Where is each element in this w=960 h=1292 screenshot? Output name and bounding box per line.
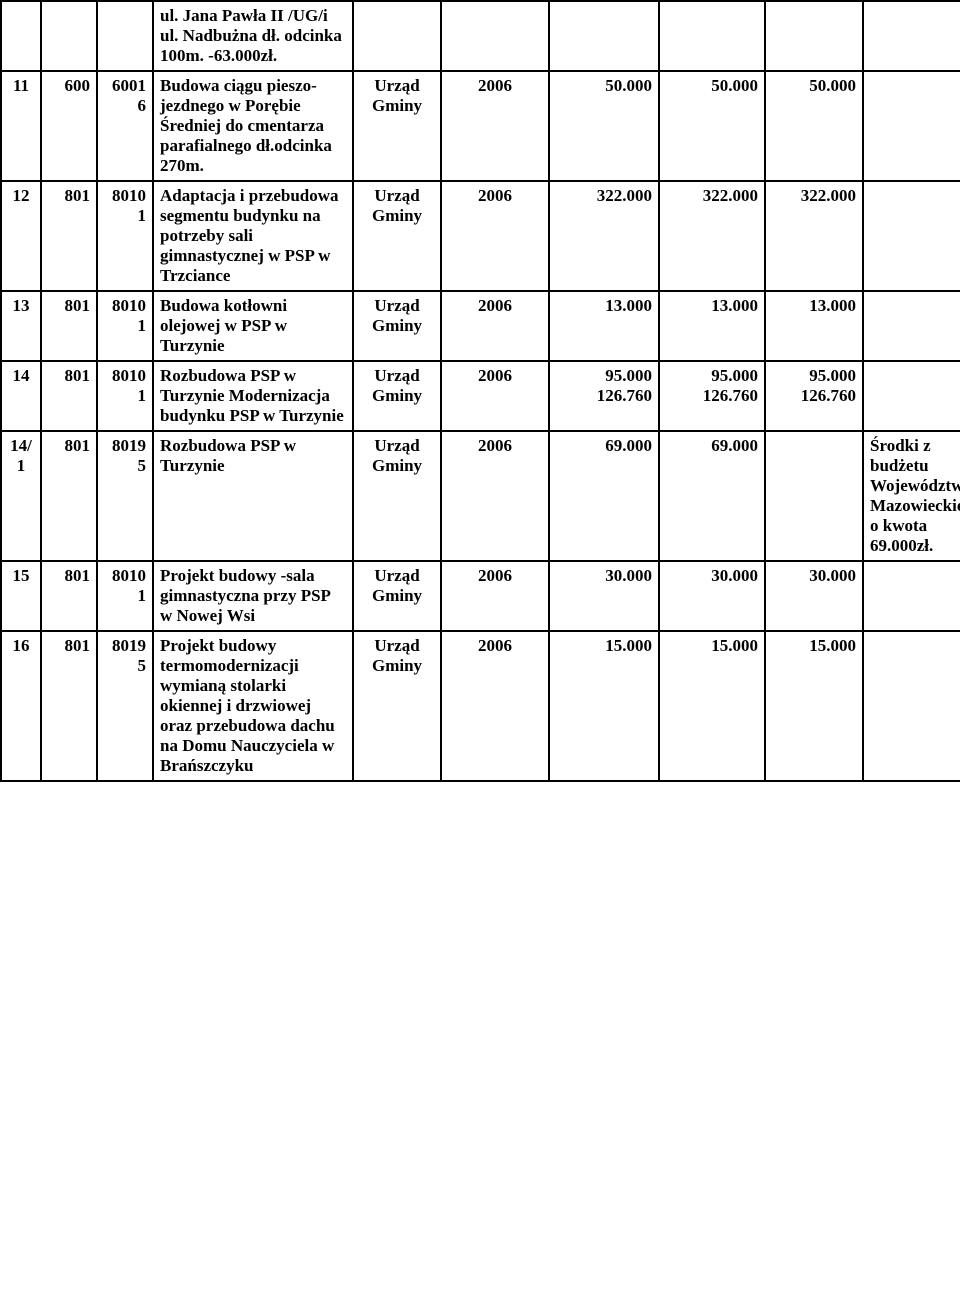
cell-dzial: 801 [41,291,97,361]
cell-uwagi [863,631,960,781]
cell-val3: 30.000 [765,561,863,631]
cell-jednostka: Urząd Gminy [353,181,441,291]
table-row: ul. Jana Pawła II /UG/i ul. Nadbużna dł.… [1,1,960,71]
cell-rozdzial: 80101 [97,291,153,361]
cell-dzial: 600 [41,71,97,181]
cell-nazwa: Projekt budowy termomodernizacji wymianą… [153,631,353,781]
investment-table: ul. Jana Pawła II /UG/i ul. Nadbużna dł.… [0,0,960,782]
cell-rok: 2006 [441,181,549,291]
cell-dzial: 801 [41,631,97,781]
cell-val3 [765,1,863,71]
cell-jednostka [353,1,441,71]
cell-val3 [765,431,863,561]
cell-jednostka: Urząd Gminy [353,431,441,561]
cell-jednostka: Urząd Gminy [353,561,441,631]
cell-val2: 322.000 [659,181,765,291]
cell-val3: 15.000 [765,631,863,781]
table-row: 14 801 80101 Rozbudowa PSP w Turzynie Mo… [1,361,960,431]
cell-rok: 2006 [441,431,549,561]
cell-val3: 13.000 [765,291,863,361]
cell-rozdzial: 80195 [97,631,153,781]
cell-rozdzial: 80101 [97,561,153,631]
table-row: 14/1 801 80195 Rozbudowa PSP w Turzynie … [1,431,960,561]
cell-val1: 322.000 [549,181,659,291]
cell-lp: 13 [1,291,41,361]
cell-dzial: 801 [41,431,97,561]
cell-val2: 13.000 [659,291,765,361]
cell-rok: 2006 [441,71,549,181]
cell-nazwa: Adaptacja i przebudowa segmentu budynku … [153,181,353,291]
cell-val2: 95.000 126.760 [659,361,765,431]
cell-nazwa: Budowa ciągu pieszo-jezdnego w Porębie Ś… [153,71,353,181]
cell-rok: 2006 [441,631,549,781]
cell-jednostka: Urząd Gminy [353,361,441,431]
cell-uwagi [863,1,960,71]
cell-uwagi [863,181,960,291]
cell-lp: 15 [1,561,41,631]
cell-nazwa: Budowa kotłowni olejowej w PSP w Turzyni… [153,291,353,361]
cell-rok [441,1,549,71]
cell-rok: 2006 [441,361,549,431]
cell-uwagi [863,291,960,361]
cell-nazwa: Rozbudowa PSP w Turzynie [153,431,353,561]
cell-lp [1,1,41,71]
cell-rozdzial: 80195 [97,431,153,561]
cell-lp: 11 [1,71,41,181]
cell-uwagi: Środki z budżetu Województwa Mazowieckie… [863,431,960,561]
table-row: 13 801 80101 Budowa kotłowni olejowej w … [1,291,960,361]
cell-lp: 12 [1,181,41,291]
cell-val1: 69.000 [549,431,659,561]
cell-rozdzial: 60016 [97,71,153,181]
table-row: 12 801 80101 Adaptacja i przebudowa segm… [1,181,960,291]
cell-val2: 30.000 [659,561,765,631]
cell-val2: 50.000 [659,71,765,181]
cell-val1 [549,1,659,71]
cell-lp: 14/1 [1,431,41,561]
cell-val1: 13.000 [549,291,659,361]
cell-uwagi [863,71,960,181]
cell-val3: 50.000 [765,71,863,181]
cell-val1: 95.000 126.760 [549,361,659,431]
cell-jednostka: Urząd Gminy [353,71,441,181]
cell-rozdzial: 80101 [97,181,153,291]
table-row: 16 801 80195 Projekt budowy termomoderni… [1,631,960,781]
cell-uwagi [863,361,960,431]
cell-val2: 69.000 [659,431,765,561]
cell-val3: 322.000 [765,181,863,291]
cell-uwagi [863,561,960,631]
cell-dzial: 801 [41,361,97,431]
cell-dzial: 801 [41,181,97,291]
cell-nazwa: Projekt budowy -sala gimnastyczna przy P… [153,561,353,631]
cell-val1: 50.000 [549,71,659,181]
cell-val1: 30.000 [549,561,659,631]
table-row: 11 600 60016 Budowa ciągu pieszo-jezdneg… [1,71,960,181]
cell-val2: 15.000 [659,631,765,781]
cell-rozdzial: 80101 [97,361,153,431]
table-body: ul. Jana Pawła II /UG/i ul. Nadbużna dł.… [1,1,960,781]
cell-rok: 2006 [441,291,549,361]
cell-nazwa: Rozbudowa PSP w Turzynie Modernizacja bu… [153,361,353,431]
cell-jednostka: Urząd Gminy [353,631,441,781]
cell-val2 [659,1,765,71]
cell-rozdzial [97,1,153,71]
table-row: 15 801 80101 Projekt budowy -sala gimnas… [1,561,960,631]
cell-jednostka: Urząd Gminy [353,291,441,361]
cell-nazwa: ul. Jana Pawła II /UG/i ul. Nadbużna dł.… [153,1,353,71]
cell-val1: 15.000 [549,631,659,781]
cell-rok: 2006 [441,561,549,631]
cell-val3: 95.000 126.760 [765,361,863,431]
cell-dzial [41,1,97,71]
cell-lp: 16 [1,631,41,781]
cell-lp: 14 [1,361,41,431]
cell-dzial: 801 [41,561,97,631]
